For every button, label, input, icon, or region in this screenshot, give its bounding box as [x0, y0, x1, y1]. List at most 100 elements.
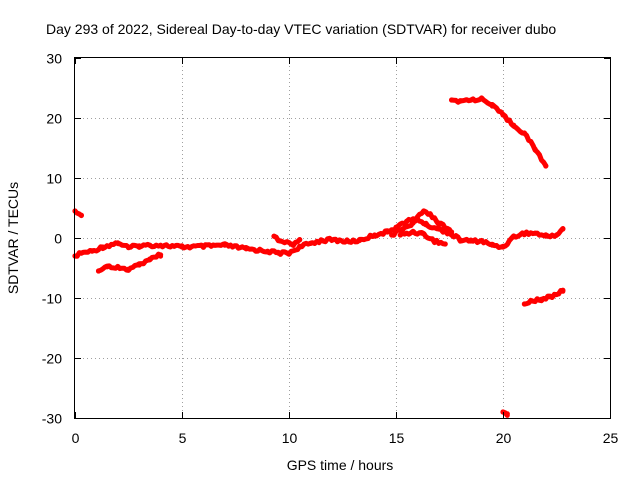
data-point: [147, 242, 153, 248]
data-point: [427, 211, 433, 217]
data-point: [421, 208, 427, 214]
y-axis-label: SDTVAR / TECUs: [5, 182, 21, 294]
data-point: [179, 244, 185, 250]
data-point: [286, 250, 292, 256]
x-tick-label: 5: [179, 430, 187, 446]
x-tick-label: 10: [282, 430, 298, 446]
y-tick-label: -20: [42, 351, 62, 367]
data-point: [158, 242, 164, 248]
data-point: [521, 301, 528, 307]
data-point: [397, 232, 403, 238]
data-point: [423, 222, 429, 228]
series-band: [72, 216, 566, 259]
data-point: [147, 256, 153, 262]
data-point: [222, 242, 228, 248]
data-point: [553, 232, 560, 238]
y-tick-label: 30: [46, 51, 62, 67]
data-point: [346, 239, 352, 245]
data-point: [275, 250, 281, 256]
data-point: [410, 220, 416, 226]
series-upper-branch: [389, 208, 455, 238]
plot-frame: [74, 57, 611, 419]
x-tick-label: 20: [496, 430, 512, 446]
data-point: [297, 244, 303, 250]
data-point: [556, 291, 562, 297]
data-point: [431, 238, 438, 244]
data-point: [125, 266, 132, 272]
chart-title: Day 293 of 2022, Sidereal Day-to-day VTE…: [46, 21, 556, 37]
data-point: [297, 237, 303, 243]
series-band: [449, 95, 549, 169]
data-point: [521, 230, 528, 236]
data-point: [136, 243, 142, 249]
series-segment-late-high: [449, 95, 549, 169]
data-point: [543, 233, 549, 239]
data-point: [436, 226, 442, 232]
series-spike-near-10h: [271, 233, 303, 248]
data-point: [410, 229, 416, 235]
data-point: [399, 226, 405, 232]
data-point: [136, 262, 142, 268]
data-point: [511, 122, 517, 128]
series-lower-branch: [397, 228, 448, 247]
data-point: [115, 264, 121, 270]
data-point: [265, 248, 271, 254]
data-point: [290, 241, 296, 247]
data-point: [479, 96, 485, 102]
y-tick-label: -30: [42, 411, 62, 427]
series-main-band: [72, 216, 566, 259]
data-point: [125, 245, 132, 251]
data-point: [500, 112, 506, 118]
data-point: [560, 226, 566, 232]
data-point: [357, 237, 363, 243]
data-point: [104, 264, 110, 270]
data-point: [89, 248, 95, 254]
y-tick-label: 0: [54, 231, 62, 247]
series-segment-near-20h: [500, 409, 510, 418]
data-point: [543, 163, 549, 169]
data-point: [372, 232, 378, 238]
data-point: [449, 97, 455, 103]
y-tick-label: -10: [42, 291, 62, 307]
axis-ticks: 0 5 10 15 20 25 30 20 10 0 -10 -20 -30: [42, 51, 619, 447]
data-point: [521, 130, 528, 136]
y-tick-label: 10: [46, 171, 62, 187]
data-point: [468, 97, 474, 103]
series-segment-late-low: [521, 287, 566, 307]
x-axis-label: GPS time / hours: [287, 457, 394, 473]
grid: [75, 58, 610, 418]
data-point: [100, 244, 106, 250]
data-point: [547, 294, 553, 300]
data-point: [532, 146, 538, 152]
data-point: [158, 252, 164, 258]
data-point: [436, 220, 442, 226]
data-point: [457, 237, 463, 243]
y-tick-label: 20: [46, 111, 62, 127]
data-point: [500, 244, 506, 250]
data-point: [468, 238, 474, 244]
data-point: [389, 232, 395, 238]
data-point: [532, 230, 538, 236]
data-point: [419, 230, 425, 236]
x-tick-label: 15: [389, 430, 405, 446]
data-point: [511, 234, 517, 240]
data-point: [560, 287, 566, 293]
series-segment-start-high: [72, 208, 84, 219]
data-point: [115, 240, 121, 246]
data-point: [479, 238, 485, 244]
data-point: [200, 243, 206, 249]
data-point: [489, 103, 495, 109]
data-point: [457, 98, 463, 104]
data-point: [538, 296, 545, 302]
x-tick-label: 0: [72, 430, 80, 446]
data-point: [307, 240, 313, 246]
data-point: [404, 218, 410, 224]
data-point: [318, 237, 324, 243]
data-point: [271, 233, 277, 239]
x-tick-label: 25: [603, 430, 619, 446]
data-point: [78, 250, 84, 256]
data-point: [243, 246, 249, 252]
data-point: [442, 241, 448, 247]
series-segment-early-low: [95, 251, 164, 274]
